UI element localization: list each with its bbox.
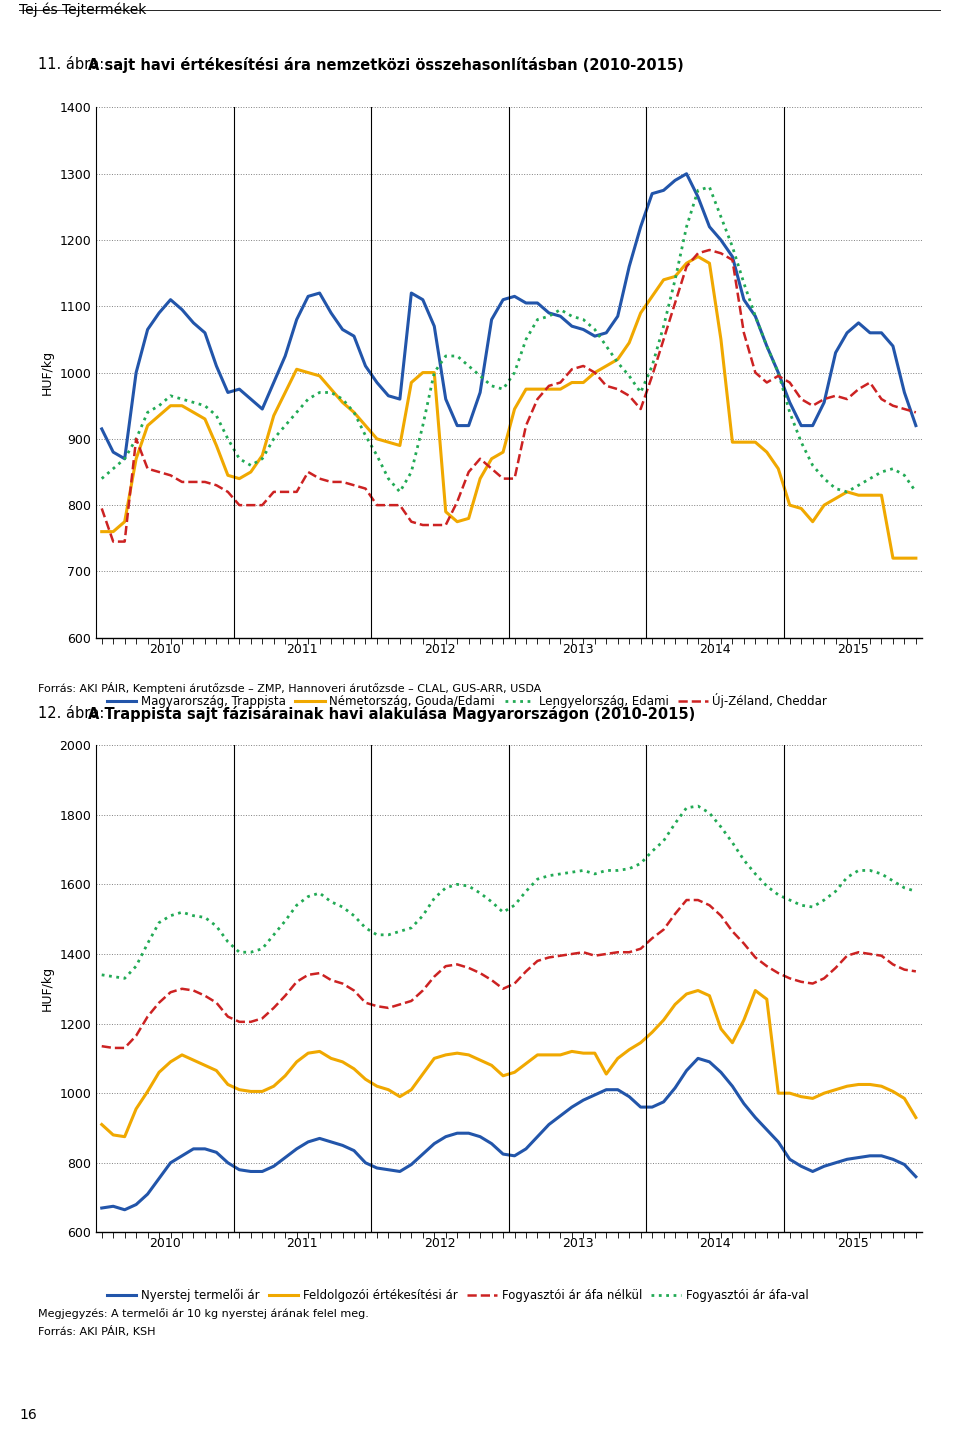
Text: Forrás: AKI PÁIR, Kempteni árutőzsde – ZMP, Hannoveri árutőzsde – CLAL, GUS-ARR,: Forrás: AKI PÁIR, Kempteni árutőzsde – Z…	[38, 682, 541, 694]
Text: Tej és Tejtermékek: Tej és Tejtermékek	[19, 3, 147, 17]
Text: Forrás: AKI PÁIR, KSH: Forrás: AKI PÁIR, KSH	[38, 1326, 156, 1337]
Text: 11. ábra:: 11. ábra:	[38, 57, 109, 72]
Text: 16: 16	[19, 1407, 36, 1422]
Text: A Trappista sajt fázisárainak havi alakulása Magyarországon (2010-2015): A Trappista sajt fázisárainak havi alaku…	[88, 706, 696, 722]
Legend: Magyarország, Trappista, Németország, Gouda/Edami, Lengyelország, Edami, Új-Zéla: Magyarország, Trappista, Németország, Go…	[102, 689, 832, 714]
Y-axis label: HUF/kg: HUF/kg	[40, 966, 54, 1012]
Y-axis label: HUF/kg: HUF/kg	[40, 350, 54, 396]
Text: 12. ábra:: 12. ábra:	[38, 706, 109, 721]
Text: A sajt havi értékesítési ára nemzetközi összehasonlításban (2010-2015): A sajt havi értékesítési ára nemzetközi …	[88, 57, 684, 73]
Text: Megjegyzés: A termelői ár 10 kg nyerstej árának felel meg.: Megjegyzés: A termelői ár 10 kg nyerstej…	[38, 1308, 370, 1320]
Legend: Nyerstej termelői ár, Feldolgozói értékesítési ár, Fogyasztói ár áfa nélkül, Fog: Nyerstej termelői ár, Feldolgozói értéke…	[102, 1284, 813, 1307]
